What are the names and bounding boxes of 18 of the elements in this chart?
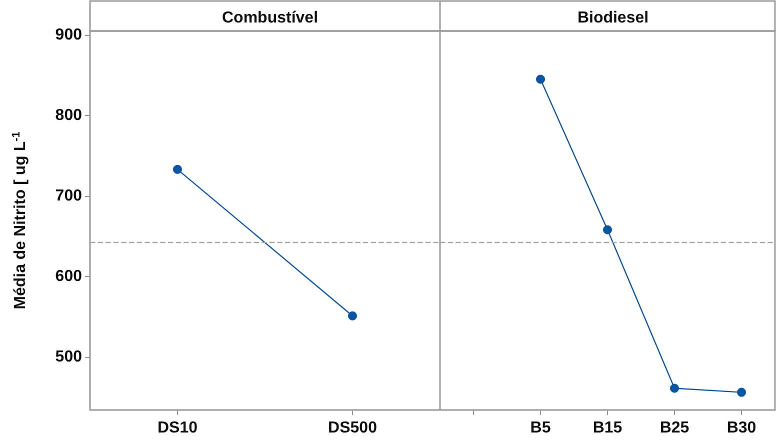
point <box>536 74 545 84</box>
x-tick-label: B15 <box>592 420 622 436</box>
point <box>603 225 612 234</box>
y-tick-label: 900 <box>55 26 82 44</box>
x-tick-label: B30 <box>726 420 756 436</box>
y-tick-label: 500 <box>55 348 82 366</box>
x-tick-label: DS500 <box>328 420 378 436</box>
y-tick-label: 800 <box>55 106 82 124</box>
x-tick-label: DS10 <box>157 420 198 436</box>
y-tick-label: 700 <box>55 187 82 204</box>
chart-title: Combustível <box>222 10 318 26</box>
x-tick-label: B25 <box>660 420 690 436</box>
y-axis-title: Média de Nitrito [ ug L-1 <box>10 132 29 310</box>
point <box>670 384 679 393</box>
y-tick-label: 600 <box>55 268 82 285</box>
point <box>737 388 746 397</box>
chart-title: Biodiesel <box>577 10 649 26</box>
x-tick-label: B5 <box>530 420 551 436</box>
